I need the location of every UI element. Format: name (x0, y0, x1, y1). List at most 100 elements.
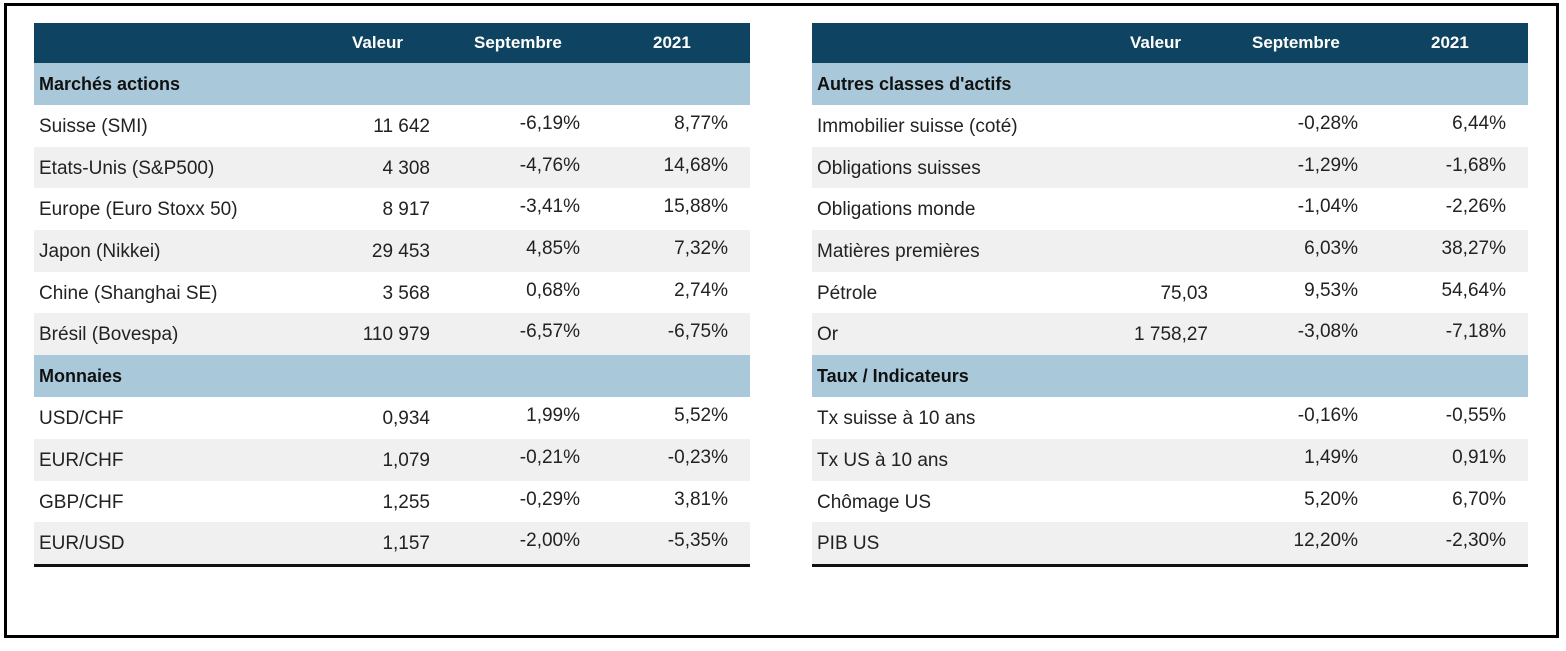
row-septembre: 4,85% (526, 238, 580, 260)
table-header: Valeur Septembre 2021 (812, 23, 1528, 63)
row-valeur: 1,157 (382, 533, 430, 555)
row-label: Tx suisse à 10 ans (817, 408, 976, 430)
row-label: Chômage US (817, 491, 932, 513)
column-header-2021: 2021 (1431, 33, 1469, 52)
row-valeur: 8 917 (382, 199, 430, 221)
table-row: Pétrole 75,03 9,53% 54,64% (812, 272, 1528, 314)
row-septembre: -3,41% (519, 196, 580, 218)
table-row: PIB US 12,20% -2,30% (812, 522, 1528, 564)
table-header: Valeur Septembre 2021 (34, 23, 750, 63)
row-2021: 14,68% (663, 154, 728, 176)
row-septembre: -6,57% (519, 321, 580, 343)
row-septembre: -0,16% (1297, 405, 1358, 427)
row-septembre: 0,68% (526, 279, 580, 301)
column-header-valeur: Valeur (352, 33, 404, 52)
row-septembre: -6,19% (519, 113, 580, 134)
row-label: Chine (Shanghai SE) (39, 282, 218, 304)
column-header-septembre: Septembre (474, 33, 562, 52)
table-bottom-rule (812, 563, 1528, 567)
row-valeur: 1 758,27 (1134, 324, 1208, 346)
table-row: Immobilier suisse (coté) -0,28% 6,44% (812, 105, 1528, 147)
section-title: Taux / Indicateurs (817, 366, 969, 387)
table-row: Tx US à 10 ans 1,49% 0,91% (812, 438, 1528, 481)
row-2021: 6,70% (1452, 488, 1506, 510)
row-septembre: -0,21% (519, 446, 580, 468)
row-2021: -2,30% (1445, 530, 1506, 552)
table-row: Obligations suisses -1,29% -1,68% (812, 146, 1528, 189)
table-row: Chômage US 5,20% 6,70% (812, 481, 1528, 523)
section-header: Autres classes d'actifs (812, 63, 1528, 105)
row-label: GBP/CHF (39, 491, 124, 513)
row-label: EUR/CHF (39, 449, 124, 471)
row-septembre: -4,76% (519, 154, 580, 176)
table-other-assets-rates: Valeur Septembre 2021 Autres classes d'a… (812, 23, 1528, 567)
row-valeur: 29 453 (371, 241, 430, 263)
row-label: Obligations suisses (817, 157, 981, 179)
table-row: GBP/CHF 1,255 -0,29% 3,81% (34, 481, 750, 523)
section-title: Autres classes d'actifs (817, 74, 1012, 94)
row-2021: -0,23% (667, 446, 728, 468)
row-label: Tx US à 10 ans (817, 449, 948, 471)
table-row: EUR/USD 1,157 -2,00% -5,35% (34, 522, 750, 564)
row-septembre: -1,04% (1297, 196, 1358, 218)
row-2021: 15,88% (663, 196, 728, 218)
table-row: Europe (Euro Stoxx 50) 8 917 -3,41% 15,88% (34, 188, 750, 230)
row-label: Obligations monde (817, 199, 976, 221)
row-label: Immobilier suisse (coté) (817, 116, 1018, 137)
row-2021: -2,26% (1445, 196, 1506, 218)
table-row: Obligations monde -1,04% -2,26% (812, 188, 1528, 230)
row-septembre: -1,29% (1297, 154, 1358, 176)
row-label: Pétrole (817, 282, 878, 304)
row-2021: -1,68% (1445, 154, 1506, 176)
row-2021: 7,32% (674, 238, 728, 260)
row-septembre: 12,20% (1293, 530, 1358, 552)
row-label: Or (817, 324, 839, 346)
row-label: USD/CHF (39, 408, 124, 430)
row-label: Matières premières (817, 241, 980, 263)
table-row: Suisse (SMI) 11 642 -6,19% 8,77% (34, 105, 750, 147)
row-valeur: 3 568 (382, 282, 430, 304)
column-header-septembre: Septembre (1252, 33, 1340, 52)
row-2021: 6,44% (1452, 113, 1506, 134)
table-row: Brésil (Bovespa) 110 979 -6,57% -6,75% (34, 313, 750, 356)
row-2021: -7,18% (1445, 321, 1506, 343)
page-frame: Valeur Septembre 2021 Marchés actions Su… (4, 3, 1559, 638)
table-row: Japon (Nikkei) 29 453 4,85% 7,32% (34, 230, 750, 272)
row-2021: 38,27% (1441, 238, 1506, 260)
table-row: Matières premières 6,03% 38,27% (812, 230, 1528, 272)
row-valeur: 75,03 (1160, 282, 1208, 304)
row-2021: -0,55% (1445, 405, 1506, 427)
row-label: PIB US (817, 533, 880, 555)
row-septembre: 1,49% (1304, 446, 1358, 468)
row-2021: 8,77% (674, 113, 728, 134)
row-septembre: 5,20% (1304, 488, 1358, 510)
table-row: EUR/CHF 1,079 -0,21% -0,23% (34, 438, 750, 481)
table-row: Or 1 758,27 -3,08% -7,18% (812, 313, 1528, 356)
row-label: Etats-Unis (S&P500) (39, 157, 215, 179)
row-septembre: -2,00% (519, 530, 580, 552)
column-header-2021: 2021 (653, 33, 691, 52)
row-2021: 2,74% (674, 279, 728, 301)
section-title: Marchés actions (39, 74, 181, 94)
row-valeur: 110 979 (362, 324, 430, 346)
row-2021: 3,81% (674, 488, 728, 510)
row-2021: 54,64% (1441, 279, 1506, 301)
section-header: Taux / Indicateurs (812, 355, 1528, 398)
table-row: USD/CHF 0,934 1,99% 5,52% (34, 397, 750, 439)
row-septembre: -3,08% (1297, 321, 1358, 343)
row-label: Suisse (SMI) (39, 116, 148, 137)
row-2021: 5,52% (674, 405, 728, 427)
row-valeur: 11 642 (373, 116, 430, 137)
row-label: Europe (Euro Stoxx 50) (39, 199, 238, 221)
table-row: Tx suisse à 10 ans -0,16% -0,55% (812, 397, 1528, 439)
row-valeur: 4 308 (382, 157, 430, 179)
section-header: Monnaies (34, 355, 750, 398)
row-label: Japon (Nikkei) (39, 241, 161, 263)
row-label: EUR/USD (39, 533, 125, 555)
section-header: Marchés actions (34, 63, 750, 105)
table-bottom-rule (34, 563, 750, 567)
row-septembre: -0,29% (519, 488, 580, 510)
row-septembre: -0,28% (1297, 113, 1358, 134)
row-2021: -6,75% (667, 321, 728, 343)
row-valeur: 1,255 (382, 491, 430, 513)
